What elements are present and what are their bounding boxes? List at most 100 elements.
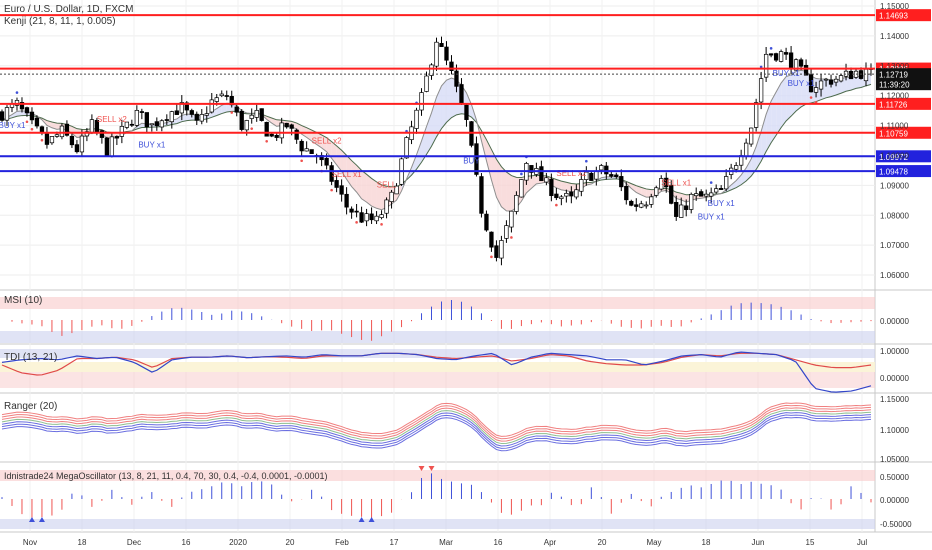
candle-body: [179, 102, 184, 114]
candle-body: [329, 165, 334, 182]
ma-cloud-segment: [641, 187, 647, 198]
ma-cloud-segment: [731, 180, 737, 190]
candle-body: [539, 166, 544, 182]
candle-body: [514, 194, 519, 212]
price-axis: 1.15000 1.14000 1.13000 1.12000 1.11000 1.100…: [880, 2, 912, 529]
candle-body: [169, 111, 174, 123]
signal-dot: [265, 139, 268, 143]
candle-body: [454, 70, 459, 87]
ma-cloud-segment: [356, 165, 362, 199]
fast-ma-line: [1, 69, 872, 212]
ma-cloud-segment: [566, 182, 572, 192]
signal-dot: [40, 138, 44, 142]
ma-cloud-segment: [371, 178, 377, 209]
candle-body: [664, 177, 669, 188]
ma-cloud-segment: [181, 114, 187, 122]
time-tick-label: 16: [182, 538, 191, 547]
buy-signal-label: BUY x1: [788, 79, 816, 88]
candle-body: [264, 121, 269, 137]
signal-dot: [355, 221, 358, 224]
candle-body: [269, 133, 274, 137]
buy-signal-label: BUY: [463, 156, 480, 165]
ma-cloud-segment: [776, 83, 782, 136]
candle-body: [154, 121, 159, 127]
candle-body: [59, 125, 65, 138]
candle-body: [684, 205, 689, 210]
ma-cloud-segment: [836, 79, 842, 96]
price-tick-label: 1.09000: [880, 181, 909, 190]
buy-signal-label: BUY x1: [773, 69, 801, 78]
candle-body: [768, 53, 774, 56]
candle-body: [803, 64, 809, 76]
signal-dot: [25, 120, 29, 124]
price-tick-label: 1.12000: [880, 92, 909, 101]
candle-body: [364, 213, 369, 222]
candle-body: [474, 143, 479, 175]
candle-body: [574, 189, 579, 198]
candle-body: [384, 199, 389, 214]
ma-cloud-segment: [446, 78, 452, 123]
signal-dot: [769, 47, 773, 50]
candle-body: [654, 187, 659, 196]
candle-body: [4, 107, 10, 121]
candle-body: [489, 231, 494, 248]
ma-cloud-segment: [766, 101, 772, 152]
mega-lower-zone: [0, 519, 875, 529]
buy-signal-label: BUY x1: [0, 121, 26, 130]
ranger-band-line: [1, 414, 872, 449]
ma-cloud-segment: [221, 103, 227, 114]
buy-signal-label: BUY x1: [708, 199, 736, 208]
candle-body: [569, 191, 574, 197]
candle-body: [194, 113, 199, 121]
ma-cloud-segment: [486, 139, 492, 180]
candle-body: [144, 112, 149, 128]
signal-dot: [15, 91, 19, 94]
level-price-label: 1.09478: [879, 168, 908, 177]
sell-signal-label: SELL x2: [556, 169, 586, 178]
candle-body: [594, 171, 599, 180]
signal-dot: [300, 159, 303, 163]
ranger-band-line: [1, 416, 872, 452]
candle-body: [484, 213, 489, 231]
candle-body: [424, 75, 429, 92]
time-tick-label: Feb: [335, 538, 349, 547]
candle-body: [659, 178, 664, 190]
ranger-band-line: [1, 407, 872, 442]
ma-cloud-segment: [51, 121, 57, 130]
ma-cloud-segment: [646, 188, 652, 198]
price-tick-label: 1.14000: [880, 32, 909, 41]
candle-body: [219, 93, 224, 97]
ma-cloud-segment: [296, 123, 302, 135]
ma-cloud-segment: [786, 74, 792, 121]
candle-body: [289, 124, 294, 129]
candle-body: [429, 64, 434, 76]
candle-body: [274, 134, 279, 138]
candle-body: [559, 196, 564, 199]
ranger-tick-label: 1.15000: [880, 395, 909, 404]
ma-cloud-segment: [436, 85, 442, 137]
signal-dot: [490, 255, 493, 259]
candle-body: [214, 97, 219, 102]
candle-body: [84, 131, 90, 137]
candle-body: [639, 203, 644, 208]
candle-body: [848, 70, 854, 80]
ma-cloud-segment: [801, 70, 807, 107]
mega-oscillator-pane: [1, 466, 872, 522]
chart-title: Euro / U.S. Dollar, 1D, FXCM: [4, 4, 133, 15]
sell-signal-label: SELL x1: [332, 170, 362, 179]
level-price-tag: [876, 165, 931, 178]
candle-body: [114, 136, 120, 139]
time-tick-label: 15: [806, 538, 815, 547]
signal-dot: [585, 159, 588, 163]
ranger-band-line: [1, 404, 872, 440]
candle-body: [464, 104, 469, 120]
candle-body: [149, 123, 154, 126]
candle-body: [234, 106, 239, 113]
candle-body: [104, 137, 110, 156]
time-tick-label: Apr: [544, 538, 557, 547]
candle-body: [679, 204, 684, 218]
candle-body: [604, 165, 609, 175]
ma-cloud-segment: [531, 175, 537, 189]
